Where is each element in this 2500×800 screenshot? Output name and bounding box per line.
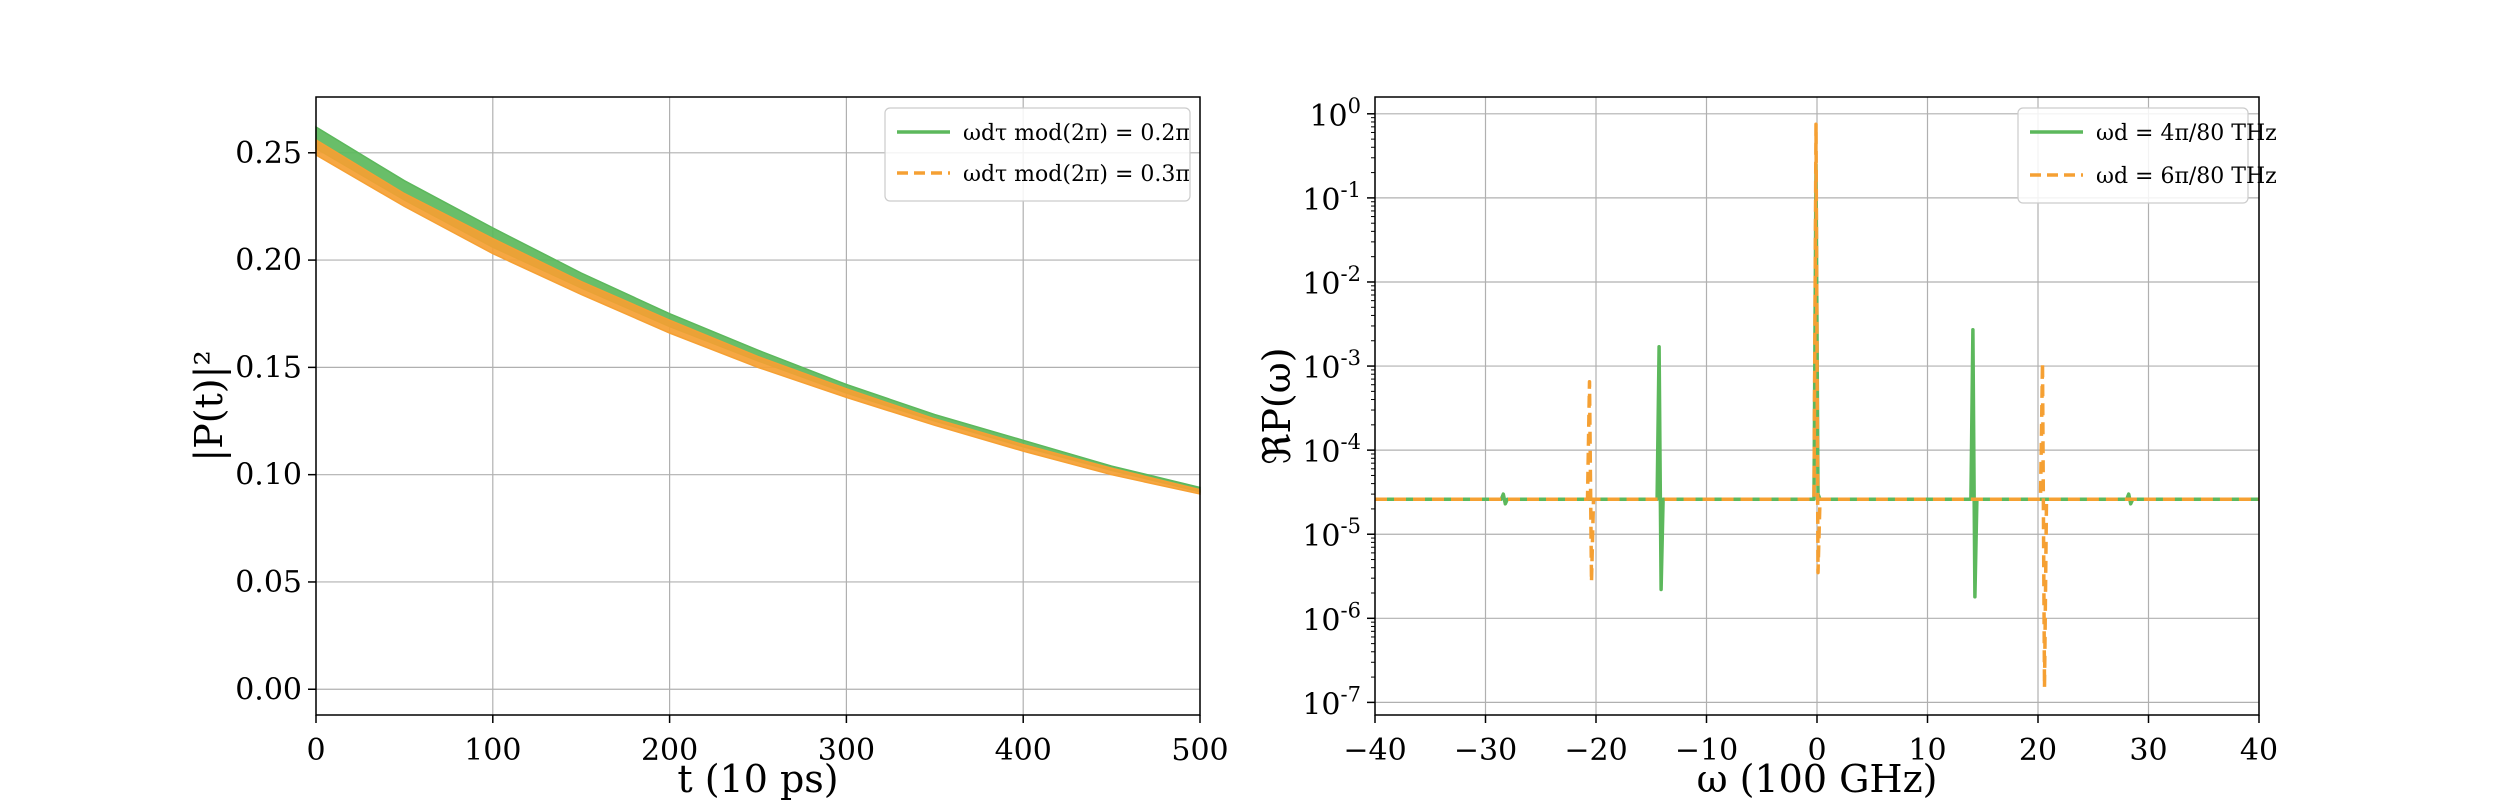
right-x-axis-title: ω (100 GHz) bbox=[1697, 757, 1938, 800]
left-y-tick-label: 0.00 bbox=[235, 672, 302, 707]
left-legend-label-1: ωdτ mod(2π) = 0.3π bbox=[963, 162, 1190, 187]
left-x-tick-label: 200 bbox=[641, 733, 698, 768]
right-y-tick-label: 10-7 bbox=[1302, 682, 1361, 722]
right-series-line-1 bbox=[1375, 122, 2259, 690]
left-y-tick-label: 0.05 bbox=[235, 565, 302, 600]
right-ticks: −40 −30 −20 −10 0 10 20 30 40 100 10-1 10-2 10-3 10-4… bbox=[1302, 94, 2278, 768]
left-y-tick-label: 0.20 bbox=[235, 243, 302, 278]
left-y-tick-label: 0.10 bbox=[235, 458, 302, 493]
left-ticks: 0 100 200 300 400 500 0.00 0.05 0.10 0.15 0.20 0.25 bbox=[235, 136, 1228, 768]
right-x-tick-label: 10 bbox=[1908, 733, 1946, 768]
left-chart: 0 100 200 300 400 500 0.00 0.05 0.10 0.15 0.20 0.25… bbox=[187, 96, 1229, 800]
left-x-tick-label: 400 bbox=[995, 733, 1052, 768]
left-y-axis-title: |P(t)|² bbox=[187, 350, 231, 461]
right-x-tick-label: −40 bbox=[1343, 733, 1406, 768]
left-x-tick-label: 0 bbox=[306, 733, 325, 768]
left-legend: ωdτ mod(2π) = 0.2π ωdτ mod(2π) = 0.3π bbox=[884, 107, 1191, 202]
right-legend-label-1: ωd = 6π/80 THz bbox=[2096, 164, 2277, 189]
left-y-tick-label: 0.15 bbox=[235, 350, 302, 385]
right-legend-label-0: ωd = 4π/80 THz bbox=[2096, 121, 2277, 146]
right-x-tick-label: 20 bbox=[2019, 733, 2057, 768]
right-x-tick-label: −10 bbox=[1675, 733, 1738, 768]
right-legend: ωd = 4π/80 THz ωd = 6π/80 THz bbox=[2017, 107, 2277, 204]
right-x-tick-label: −20 bbox=[1564, 733, 1627, 768]
left-legend-box bbox=[884, 107, 1191, 202]
right-x-tick-label: 0 bbox=[1807, 733, 1826, 768]
left-x-tick-label: 500 bbox=[1171, 733, 1228, 768]
right-x-tick-label: 40 bbox=[2240, 733, 2278, 768]
left-x-tick-label: 300 bbox=[818, 733, 875, 768]
left-y-tick-label: 0.25 bbox=[235, 136, 302, 171]
right-x-tick-label: −30 bbox=[1454, 733, 1517, 768]
right-y-axis-title: ℜP(ω) bbox=[1255, 347, 1299, 464]
right-y-tick-label: 10-2 bbox=[1302, 262, 1361, 302]
right-y-tick-label: 10-6 bbox=[1302, 598, 1361, 638]
right-data bbox=[1375, 122, 2259, 690]
right-y-tick-label: 10-1 bbox=[1302, 178, 1361, 218]
right-chart: −40 −30 −20 −10 0 10 20 30 40 100 10-1 10-2 10-3 10-4… bbox=[1255, 94, 2278, 800]
left-x-axis-title: t (10 ps) bbox=[677, 757, 838, 800]
left-legend-label-0: ωdτ mod(2π) = 0.2π bbox=[963, 121, 1190, 146]
right-y-tick-label: 10-5 bbox=[1302, 514, 1361, 554]
left-plot-frame bbox=[315, 96, 1201, 716]
right-x-tick-label: 30 bbox=[2129, 733, 2167, 768]
right-y-tick-label: 10-4 bbox=[1302, 430, 1361, 470]
right-y-tick-label: 10-3 bbox=[1302, 346, 1361, 386]
left-x-tick-label: 100 bbox=[464, 733, 521, 768]
right-y-tick-label: 100 bbox=[1309, 94, 1361, 134]
